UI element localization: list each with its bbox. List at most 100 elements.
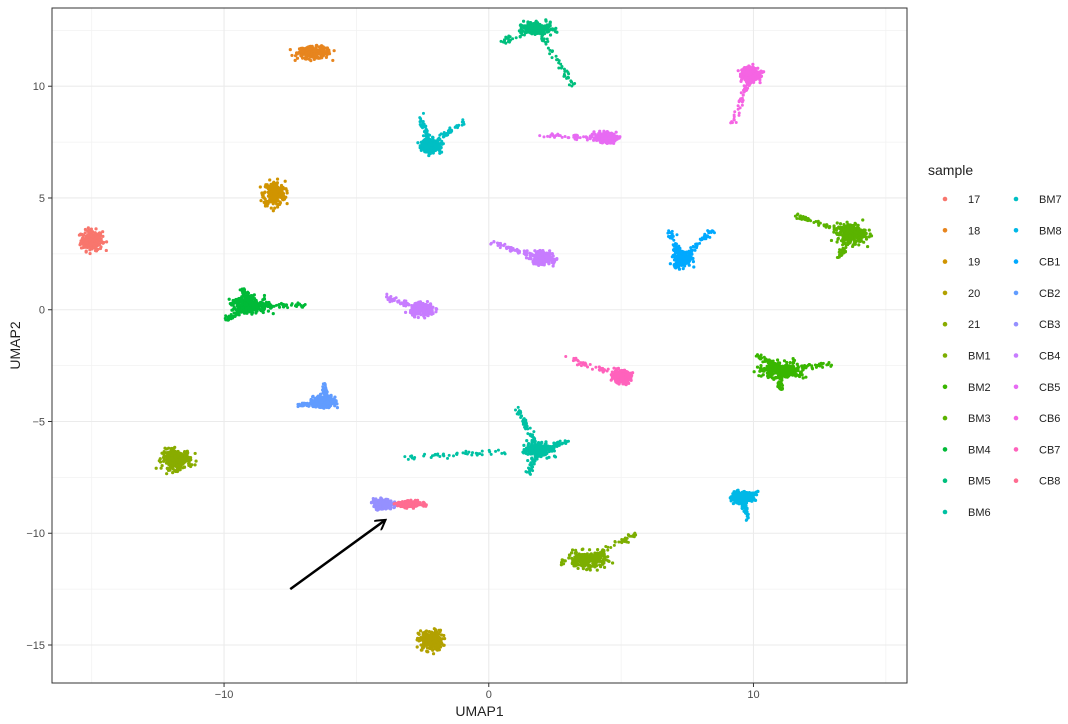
data-point	[101, 230, 105, 234]
data-point	[862, 240, 866, 244]
data-point	[743, 511, 747, 515]
data-point	[234, 313, 238, 317]
data-point	[592, 559, 596, 563]
data-point	[532, 444, 536, 448]
data-point	[450, 128, 454, 132]
data-point	[182, 450, 187, 454]
data-point	[767, 369, 771, 373]
data-point	[275, 183, 279, 188]
data-point	[606, 555, 610, 559]
data-point	[265, 304, 269, 308]
data-point	[318, 400, 322, 404]
data-point	[276, 202, 280, 207]
data-point	[418, 144, 422, 148]
data-point	[545, 37, 549, 41]
data-point	[332, 398, 336, 402]
data-point	[88, 252, 92, 256]
data-point	[572, 559, 576, 563]
data-point	[316, 55, 320, 59]
data-point	[173, 445, 177, 449]
data-point	[769, 369, 773, 374]
data-point	[168, 466, 173, 470]
data-point	[265, 183, 269, 187]
data-point	[289, 303, 293, 307]
data-point	[298, 302, 302, 306]
data-point	[588, 552, 592, 557]
data-point	[555, 30, 559, 34]
data-point	[573, 551, 577, 555]
data-point	[441, 643, 445, 647]
data-point	[160, 464, 164, 468]
data-point	[271, 199, 275, 203]
data-point	[545, 29, 549, 34]
data-point	[672, 238, 676, 242]
data-point	[428, 636, 432, 640]
data-point	[597, 555, 601, 559]
data-point	[583, 564, 587, 568]
data-point	[172, 461, 176, 465]
data-point	[806, 363, 810, 367]
data-point	[534, 446, 538, 450]
data-point	[587, 557, 591, 561]
data-point	[526, 458, 530, 463]
data-point	[832, 230, 836, 234]
data-point	[731, 501, 735, 506]
data-point	[565, 439, 569, 443]
data-point	[272, 185, 276, 189]
data-point	[862, 229, 866, 234]
minor-grid	[52, 8, 907, 683]
data-point	[84, 250, 88, 254]
data-point	[293, 304, 297, 308]
data-point	[829, 238, 834, 243]
data-point	[626, 540, 630, 544]
data-point	[791, 373, 795, 377]
data-point	[528, 426, 532, 430]
data-point	[170, 456, 174, 460]
data-point	[530, 465, 534, 469]
data-point	[762, 369, 766, 373]
data-point	[677, 244, 681, 248]
data-point	[261, 298, 265, 302]
data-point	[582, 552, 587, 557]
data-point	[283, 179, 287, 183]
series-BM1	[559, 531, 638, 572]
data-point	[525, 423, 529, 427]
data-point	[529, 26, 533, 30]
data-point	[174, 469, 178, 474]
data-point	[245, 291, 249, 295]
data-point	[788, 367, 792, 371]
data-point	[788, 373, 792, 377]
data-point	[765, 359, 769, 363]
data-point	[687, 263, 691, 267]
data-point	[759, 374, 763, 378]
data-point	[617, 540, 621, 544]
data-point	[563, 70, 567, 74]
data-point	[83, 231, 87, 235]
data-point	[821, 365, 825, 369]
data-point	[758, 369, 762, 373]
data-point	[227, 297, 231, 301]
data-point	[856, 237, 860, 241]
data-point	[324, 46, 329, 51]
data-point	[844, 231, 848, 235]
data-point	[587, 564, 591, 568]
data-point	[796, 212, 800, 216]
data-point	[842, 223, 846, 227]
data-point	[839, 228, 843, 232]
series-BM2	[752, 353, 834, 391]
data-point	[516, 405, 520, 409]
data-point	[95, 235, 100, 239]
data-point	[522, 26, 526, 30]
data-point	[709, 230, 713, 234]
data-point	[315, 43, 319, 47]
data-point	[183, 459, 187, 463]
data-point	[165, 453, 170, 457]
data-point	[324, 389, 328, 393]
data-point	[531, 434, 535, 438]
data-point	[832, 226, 836, 230]
data-point	[309, 59, 313, 63]
data-point	[88, 234, 93, 238]
data-point	[519, 24, 524, 28]
data-point	[179, 456, 183, 460]
data-point	[606, 548, 610, 552]
